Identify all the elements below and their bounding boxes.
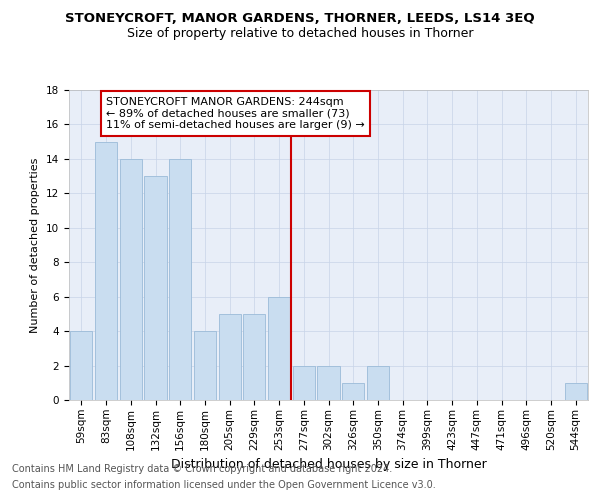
Bar (218, 314, 241, 400)
Bar (367, 366, 389, 400)
Bar (145, 176, 167, 400)
Bar (565, 383, 587, 400)
Bar (268, 296, 290, 400)
Y-axis label: Number of detached properties: Number of detached properties (31, 158, 40, 332)
X-axis label: Distribution of detached houses by size in Thorner: Distribution of detached houses by size … (170, 458, 487, 471)
Bar (293, 366, 315, 400)
Bar (243, 314, 265, 400)
Bar (119, 159, 142, 400)
Bar (169, 159, 191, 400)
Bar (342, 383, 364, 400)
Text: STONEYCROFT, MANOR GARDENS, THORNER, LEEDS, LS14 3EQ: STONEYCROFT, MANOR GARDENS, THORNER, LEE… (65, 12, 535, 26)
Bar (70, 331, 92, 400)
Text: STONEYCROFT MANOR GARDENS: 244sqm
← 89% of detached houses are smaller (73)
11% : STONEYCROFT MANOR GARDENS: 244sqm ← 89% … (106, 97, 365, 130)
Text: Contains HM Land Registry data © Crown copyright and database right 2024.: Contains HM Land Registry data © Crown c… (12, 464, 392, 474)
Text: Contains public sector information licensed under the Open Government Licence v3: Contains public sector information licen… (12, 480, 436, 490)
Bar (95, 142, 117, 400)
Text: Size of property relative to detached houses in Thorner: Size of property relative to detached ho… (127, 28, 473, 40)
Bar (317, 366, 340, 400)
Bar (194, 331, 216, 400)
